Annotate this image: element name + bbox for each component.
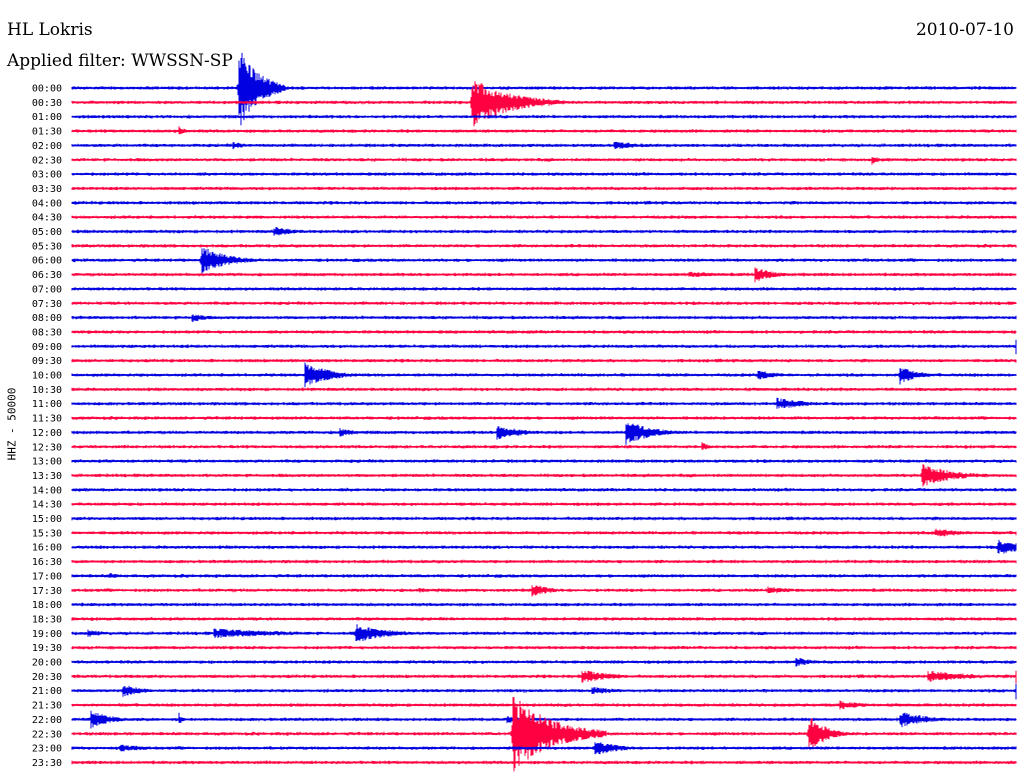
trace-label: 12:30 bbox=[32, 442, 62, 453]
trace-label: 06:00 bbox=[32, 256, 62, 267]
trace-label: 08:00 bbox=[32, 313, 62, 324]
trace-label: 00:00 bbox=[32, 84, 62, 95]
trace-label: 05:30 bbox=[32, 241, 62, 252]
trace-label: 05:00 bbox=[32, 227, 62, 238]
trace-label: 16:30 bbox=[32, 557, 62, 568]
trace-label: 19:00 bbox=[32, 629, 62, 640]
trace-label: 04:30 bbox=[32, 213, 62, 224]
seismic-trace bbox=[71, 52, 1017, 126]
trace-label: 04:00 bbox=[32, 198, 62, 209]
trace-label: 10:00 bbox=[32, 371, 62, 382]
trace-label: 18:30 bbox=[32, 614, 62, 625]
trace-label: 08:30 bbox=[32, 327, 62, 338]
trace-label: 01:00 bbox=[32, 112, 62, 123]
seismic-trace bbox=[71, 684, 1017, 700]
trace-label: 23:30 bbox=[32, 758, 62, 769]
seismic-trace bbox=[71, 423, 1017, 445]
seismic-trace bbox=[71, 670, 1017, 684]
trace-label: 18:00 bbox=[32, 600, 62, 611]
trace-label: 12:00 bbox=[32, 428, 62, 439]
trace-label: 22:30 bbox=[32, 729, 62, 740]
trace-label: 22:00 bbox=[32, 715, 62, 726]
trace-label: 15:30 bbox=[32, 528, 62, 539]
station-name: HL Lokris bbox=[7, 20, 93, 40]
trace-label: 02:30 bbox=[32, 155, 62, 166]
trace-label: 15:00 bbox=[32, 514, 62, 525]
trace-label: 23:00 bbox=[32, 744, 62, 755]
trace-label: 19:30 bbox=[32, 643, 62, 654]
seismic-trace bbox=[71, 157, 1017, 165]
trace-label: 13:00 bbox=[32, 457, 62, 468]
trace-label: 01:30 bbox=[32, 127, 62, 138]
trace-label: 03:30 bbox=[32, 184, 62, 195]
trace-label: 21:30 bbox=[32, 701, 62, 712]
trace-label: 07:00 bbox=[32, 284, 62, 295]
trace-label: 03:00 bbox=[32, 170, 62, 181]
trace-label: 09:30 bbox=[32, 356, 62, 367]
trace-label: 14:00 bbox=[32, 485, 62, 496]
trace-label: 20:30 bbox=[32, 672, 62, 683]
trace-label: 07:30 bbox=[32, 299, 62, 310]
filter-label: Applied filter: WWSSN-SP bbox=[7, 51, 233, 71]
trace-label: 21:00 bbox=[32, 686, 62, 697]
trace-label: 13:30 bbox=[32, 471, 62, 482]
trace-label: 11:00 bbox=[32, 399, 62, 410]
trace-label: 17:00 bbox=[32, 571, 62, 582]
record-date: 2010-07-10 bbox=[915, 20, 1014, 40]
trace-label: 20:00 bbox=[32, 658, 62, 669]
trace-label: 16:00 bbox=[32, 543, 62, 554]
trace-label: 14:30 bbox=[32, 500, 62, 511]
trace-label: 10:30 bbox=[32, 385, 62, 396]
trace-label: 06:30 bbox=[32, 270, 62, 281]
trace-label: 02:00 bbox=[32, 141, 62, 152]
trace-label: 17:30 bbox=[32, 586, 62, 597]
trace-label: 00:30 bbox=[32, 98, 62, 109]
trace-label: 09:00 bbox=[32, 342, 62, 353]
trace-label: 11:30 bbox=[32, 414, 62, 425]
